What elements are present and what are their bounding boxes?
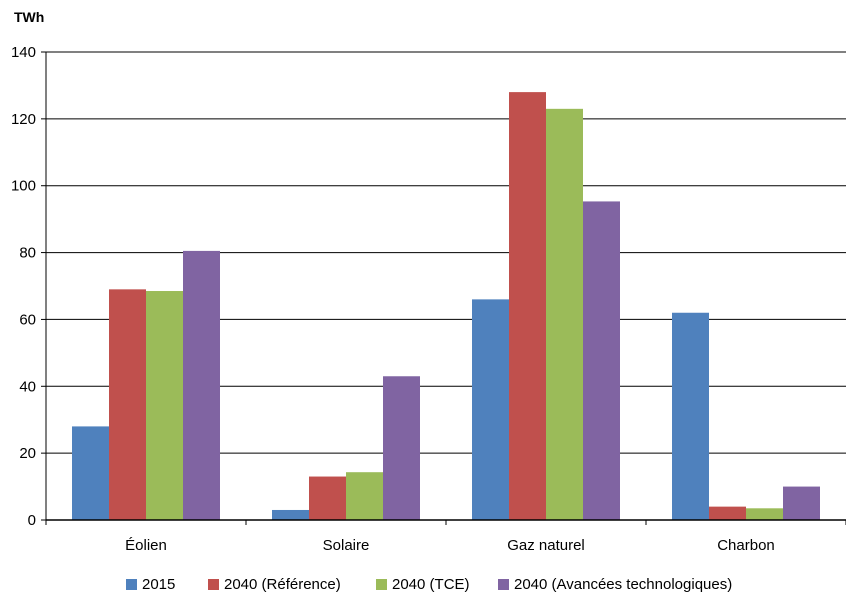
- legend-label: 2040 (Avancées technologiques): [514, 576, 732, 593]
- bar: [709, 506, 746, 520]
- bar: [309, 476, 346, 520]
- bar: [783, 486, 820, 520]
- legend-swatch: [126, 579, 137, 590]
- bar: [746, 508, 783, 520]
- bar: [183, 250, 220, 520]
- bar: [146, 291, 183, 520]
- legend-swatch: [208, 579, 219, 590]
- legend-label: 2015: [142, 576, 175, 593]
- bar: [546, 108, 583, 520]
- bar: [672, 312, 709, 520]
- bar: [583, 201, 620, 520]
- bar: [272, 509, 309, 520]
- legend: 2015 2040 (Référence) 2040 (TCE) 2040 (Avan…: [126, 576, 732, 593]
- y-tick-labels: 0 20 40 60 80 100 120 140: [11, 44, 36, 529]
- y-tick-label: 120: [11, 111, 36, 128]
- x-category-label: Éolien: [125, 537, 167, 554]
- legend-label: 2040 (Référence): [224, 576, 341, 593]
- legend-swatch: [376, 579, 387, 590]
- y-tick-label: 20: [19, 445, 36, 462]
- y-tick-label: 60: [19, 311, 36, 328]
- y-tick-label: 100: [11, 178, 36, 195]
- bar: [509, 92, 546, 520]
- category-labels: Éolien Solaire Gaz naturel Charbon: [125, 537, 775, 554]
- x-category-label: Gaz naturel: [507, 537, 585, 554]
- bar: [72, 426, 109, 520]
- legend-swatch: [498, 579, 509, 590]
- y-tick-label: 0: [28, 512, 36, 529]
- y-tick-label: 140: [11, 44, 36, 61]
- bar: [383, 376, 420, 520]
- bar: [346, 472, 383, 520]
- x-category-label: Charbon: [717, 537, 775, 554]
- x-category-label: Solaire: [323, 537, 370, 554]
- legend-label: 2040 (TCE): [392, 576, 470, 593]
- y-tick-label: 80: [19, 245, 36, 262]
- bar: [472, 299, 509, 520]
- y-tick-label: 40: [19, 378, 36, 395]
- bars: [72, 92, 820, 520]
- y-unit-label: TWh: [14, 9, 44, 25]
- axes: [41, 51, 846, 525]
- bar: [109, 289, 146, 520]
